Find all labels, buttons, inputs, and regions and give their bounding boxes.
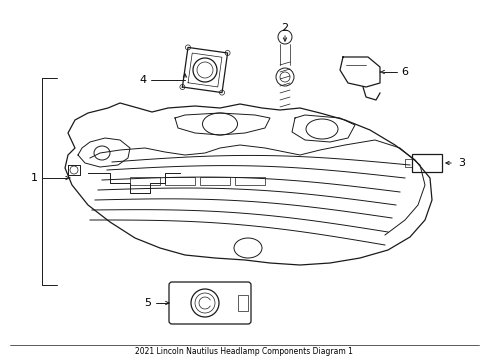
Bar — [411, 154, 441, 172]
Bar — [200, 177, 229, 185]
Text: 6: 6 — [401, 67, 407, 77]
Text: 2021 Lincoln Nautilus Headlamp Components Diagram 1: 2021 Lincoln Nautilus Headlamp Component… — [135, 347, 352, 356]
Bar — [164, 177, 195, 185]
Text: 5: 5 — [144, 298, 151, 308]
Text: 2: 2 — [281, 23, 288, 33]
Bar — [404, 159, 411, 167]
Text: 3: 3 — [458, 158, 465, 168]
Bar — [130, 177, 160, 185]
Text: 4: 4 — [139, 75, 146, 85]
Bar — [235, 177, 264, 185]
Bar — [238, 295, 247, 311]
Text: 1: 1 — [30, 173, 38, 183]
